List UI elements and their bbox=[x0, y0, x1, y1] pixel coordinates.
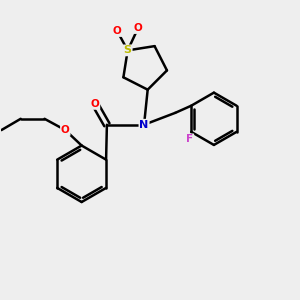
Text: N: N bbox=[140, 120, 149, 130]
Text: O: O bbox=[134, 23, 142, 33]
Text: S: S bbox=[124, 45, 132, 56]
Text: F: F bbox=[186, 134, 193, 144]
Text: O: O bbox=[61, 125, 70, 135]
Text: O: O bbox=[91, 99, 99, 109]
Text: O: O bbox=[113, 26, 122, 36]
